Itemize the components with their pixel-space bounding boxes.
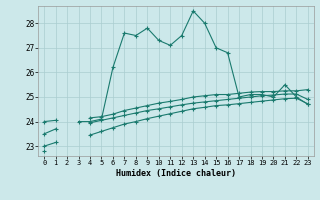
X-axis label: Humidex (Indice chaleur): Humidex (Indice chaleur): [116, 169, 236, 178]
